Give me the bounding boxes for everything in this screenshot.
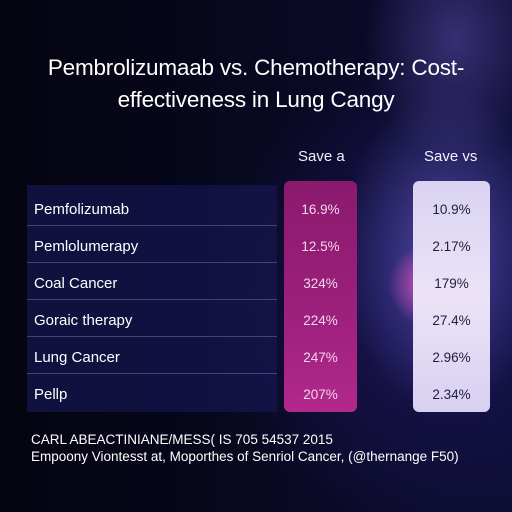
column-header-save-a: Save a (298, 148, 345, 165)
row-label: Pemfolizumab (34, 201, 130, 218)
cell-save-a: 224% (303, 313, 338, 328)
table-panel (27, 185, 277, 412)
column-b-highlight (413, 181, 490, 412)
cell-save-a: 324% (303, 276, 338, 291)
row-divider (27, 225, 277, 226)
table-row: Lung Cancer 247% 2.96% (0, 339, 512, 376)
table-row: Pellp 207% 2.34% (0, 376, 512, 413)
cell-save-a: 247% (303, 350, 338, 365)
row-label: Pemlolumerapy (34, 238, 139, 255)
footer-citation-line: Empoony Viontesst at, Moporthes of Senri… (31, 449, 459, 464)
column-header-save-vs: Save vs (424, 148, 478, 165)
cell-save-vs: 179% (434, 276, 469, 291)
cell-save-a: 16.9% (301, 202, 340, 217)
footer-source-line: CARL ABEACTINIANE/MESS( IS 705 54537 201… (31, 432, 333, 447)
row-divider (27, 262, 277, 263)
row-label: Coal Cancer (34, 275, 118, 292)
cell-save-vs: 2.17% (432, 239, 471, 254)
table-row: Pemfolizumab 16.9% 10.9% (0, 191, 512, 228)
row-divider (27, 373, 277, 374)
row-divider (27, 299, 277, 300)
cell-save-vs: 2.34% (432, 387, 471, 402)
row-label: Lung Cancer (34, 349, 120, 366)
cell-save-vs: 27.4% (432, 313, 471, 328)
table-row: Coal Cancer 324% 179% (0, 265, 512, 302)
table-row: Pemlolumerapy 12.5% 2.17% (0, 228, 512, 265)
cell-save-a: 207% (303, 387, 338, 402)
column-a-highlight (284, 181, 357, 412)
row-label: Pellp (34, 386, 68, 403)
chart-title: Pembrolizumaab vs. Chemotherapy: Cost- e… (47, 55, 465, 112)
row-divider (27, 336, 277, 337)
cell-save-a: 12.5% (301, 239, 340, 254)
table-row: Goraic therapy 224% 27.4% (0, 302, 512, 339)
cell-save-vs: 10.9% (432, 202, 471, 217)
row-label: Goraic therapy (34, 312, 133, 329)
cell-save-vs: 2.96% (432, 350, 471, 365)
